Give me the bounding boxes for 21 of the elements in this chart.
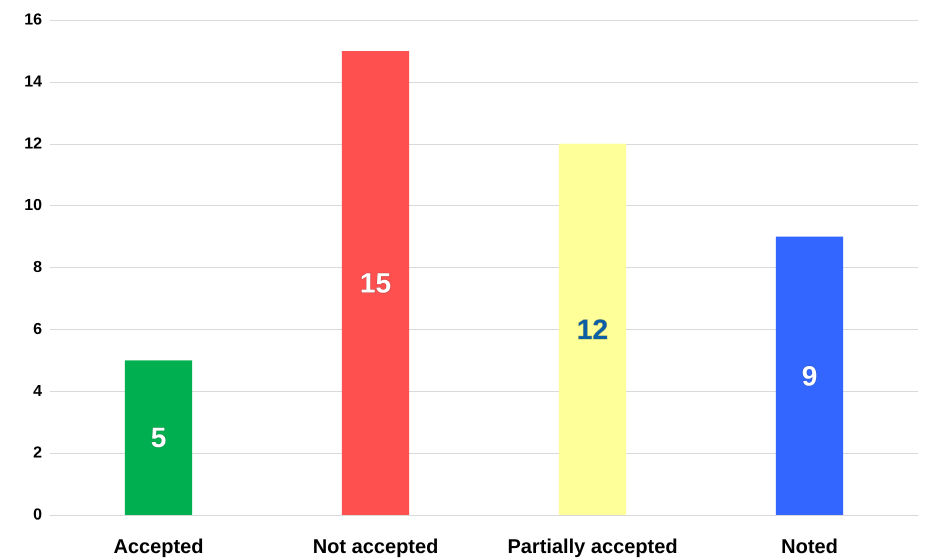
y-tick-label: 16 [24, 12, 42, 28]
bar [776, 236, 844, 515]
x-tick-label: Not accepted [312, 536, 438, 558]
bar [124, 360, 192, 515]
y-tick-label: 14 [24, 73, 42, 90]
bar [342, 50, 410, 515]
y-tick-label: 10 [24, 197, 42, 214]
y-tick-label: 2 [33, 444, 42, 462]
bar [558, 144, 626, 515]
y-tick-label: 12 [24, 135, 42, 152]
x-tick-label: Accepted [113, 536, 204, 558]
x-tick-label: Noted [781, 536, 838, 558]
y-tick-label: 6 [33, 320, 42, 338]
data-label: 9 [802, 360, 818, 392]
data-label: 5 [150, 422, 166, 454]
y-tick-label: 0 [33, 506, 42, 524]
data-label: 12 [576, 314, 608, 345]
y-tick-label: 8 [33, 259, 42, 276]
data-label: 15 [360, 267, 392, 298]
y-tick-label: 4 [33, 382, 42, 400]
x-tick-label: Partially accepted [507, 536, 678, 558]
